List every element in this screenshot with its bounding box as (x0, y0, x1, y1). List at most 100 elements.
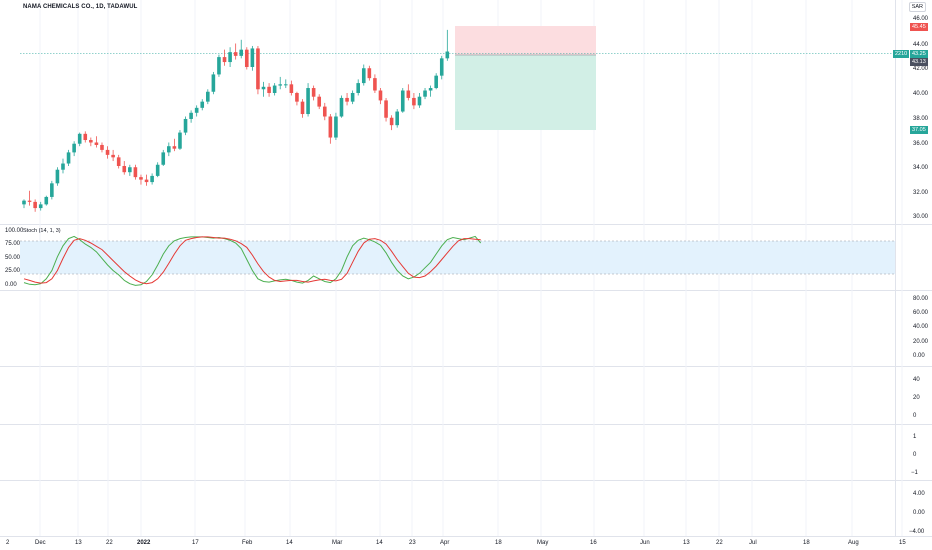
candle-body (239, 49, 244, 56)
candle-body (300, 101, 305, 115)
candle-body (22, 200, 26, 205)
time-axis-label: Mar (332, 540, 343, 546)
candle-body (217, 57, 221, 75)
candle-body (155, 164, 160, 176)
candle-body (406, 90, 411, 98)
pane6-axis-label: 0.00 (913, 510, 925, 516)
pane3-axis-label: 20.00 (913, 339, 929, 345)
candle-body (66, 152, 71, 164)
time-axis-label: 17 (192, 540, 199, 546)
candle-body (172, 146, 177, 149)
candle-body (50, 183, 54, 197)
pane3-axis-label: 0.00 (913, 353, 925, 359)
time-axis-label: Jul (749, 540, 757, 546)
pane5-axis-label: 0 (913, 452, 917, 458)
pane3-axis-label: 80.00 (913, 296, 929, 302)
candle-body (194, 107, 199, 113)
candle-body (395, 111, 399, 126)
time-axis-label: Feb (242, 540, 253, 546)
stoch-axis-label: 50.00 (5, 255, 21, 261)
candle-body (289, 84, 294, 93)
candle-body (133, 167, 138, 178)
time-axis-label: Jun (640, 540, 650, 546)
candle-body (122, 166, 127, 173)
candle-body (334, 116, 338, 138)
candle-body (267, 86, 271, 93)
pane6-axis-label: 4.00 (913, 491, 925, 497)
candle-body (350, 92, 355, 102)
profit-target-zone[interactable] (455, 55, 596, 130)
candle-body (295, 92, 299, 102)
time-axis-label: 18 (495, 540, 502, 546)
candle-body (245, 49, 249, 67)
time-axis-label: 14 (286, 540, 293, 546)
candle-body (283, 84, 288, 86)
candle-body (228, 52, 232, 63)
candle-body (339, 97, 344, 117)
stoch-indicator-title[interactable]: Stoch (14, 1, 3) (23, 228, 61, 234)
candle-body (439, 58, 444, 76)
candle-body (373, 78, 377, 91)
candle-body (128, 167, 132, 173)
stoch-axis-label: 25.00 (5, 268, 21, 274)
time-axis-label: 14 (376, 540, 383, 546)
candle-body (44, 196, 49, 205)
candle-body (61, 163, 65, 170)
symbol-title[interactable]: NAMA CHEMICALS CO., 1D, TADAWUL (23, 4, 138, 10)
price-axis-label: 40.00 (913, 91, 929, 97)
candle-body (89, 140, 93, 143)
candle-body (150, 175, 154, 183)
candle-body (161, 152, 166, 165)
stop-loss-zone[interactable] (455, 26, 596, 55)
price-axis-label: 30.00 (913, 214, 929, 220)
candle-body (27, 200, 32, 202)
candle-body (144, 179, 149, 183)
candle-body (389, 117, 394, 126)
time-axis-label: 13 (683, 540, 690, 546)
candle-body (361, 68, 366, 84)
pane3-axis-label: 60.00 (913, 310, 929, 316)
candle-body (94, 142, 99, 145)
candle-body (211, 74, 216, 92)
last-price-badge: 43.13 (910, 58, 928, 66)
candle-body (33, 201, 37, 209)
stoch-band (20, 241, 895, 274)
price-axis-label: 32.00 (913, 190, 929, 196)
candle-body (417, 96, 422, 106)
candle-body (178, 132, 182, 149)
currency-button[interactable]: SAR (908, 2, 926, 12)
candle-body (100, 144, 104, 150)
candle-body (272, 85, 277, 93)
price-axis-label: 36.00 (913, 141, 929, 147)
time-axis-label: 2022 (137, 540, 151, 546)
candle-body (423, 90, 427, 97)
pane5-axis-label: −1 (911, 470, 918, 476)
time-axis-label: 16 (590, 540, 597, 546)
price-axis-label: 38.00 (913, 116, 929, 122)
candle-body (306, 88, 310, 115)
candle-body (378, 90, 383, 101)
candle-body (139, 177, 143, 180)
candle-body (317, 96, 322, 107)
candle-body (233, 52, 238, 56)
stoch-k-line (23, 235, 482, 286)
candle-body (322, 106, 327, 117)
candle-body (400, 90, 405, 112)
time-axis-label: 13 (75, 540, 82, 546)
candle-body (183, 118, 188, 133)
price-axis-label: 46.00 (913, 16, 929, 22)
candlestick-series (22, 29, 450, 212)
stoch-axis-label: 75.00 (5, 241, 21, 247)
stoch-d-line (23, 236, 481, 285)
candle-body (445, 51, 450, 59)
pane5-axis-label: 1 (913, 434, 917, 440)
candle-body (428, 88, 433, 91)
candle-body (72, 143, 76, 153)
time-axis-label: 23 (409, 540, 416, 546)
candle-body (261, 86, 266, 90)
counter-label[interactable]: 2 (6, 540, 10, 546)
candle-body (189, 112, 193, 119)
time-axis-label: May (537, 540, 549, 546)
pane6-axis-label: −4.00 (909, 529, 925, 535)
